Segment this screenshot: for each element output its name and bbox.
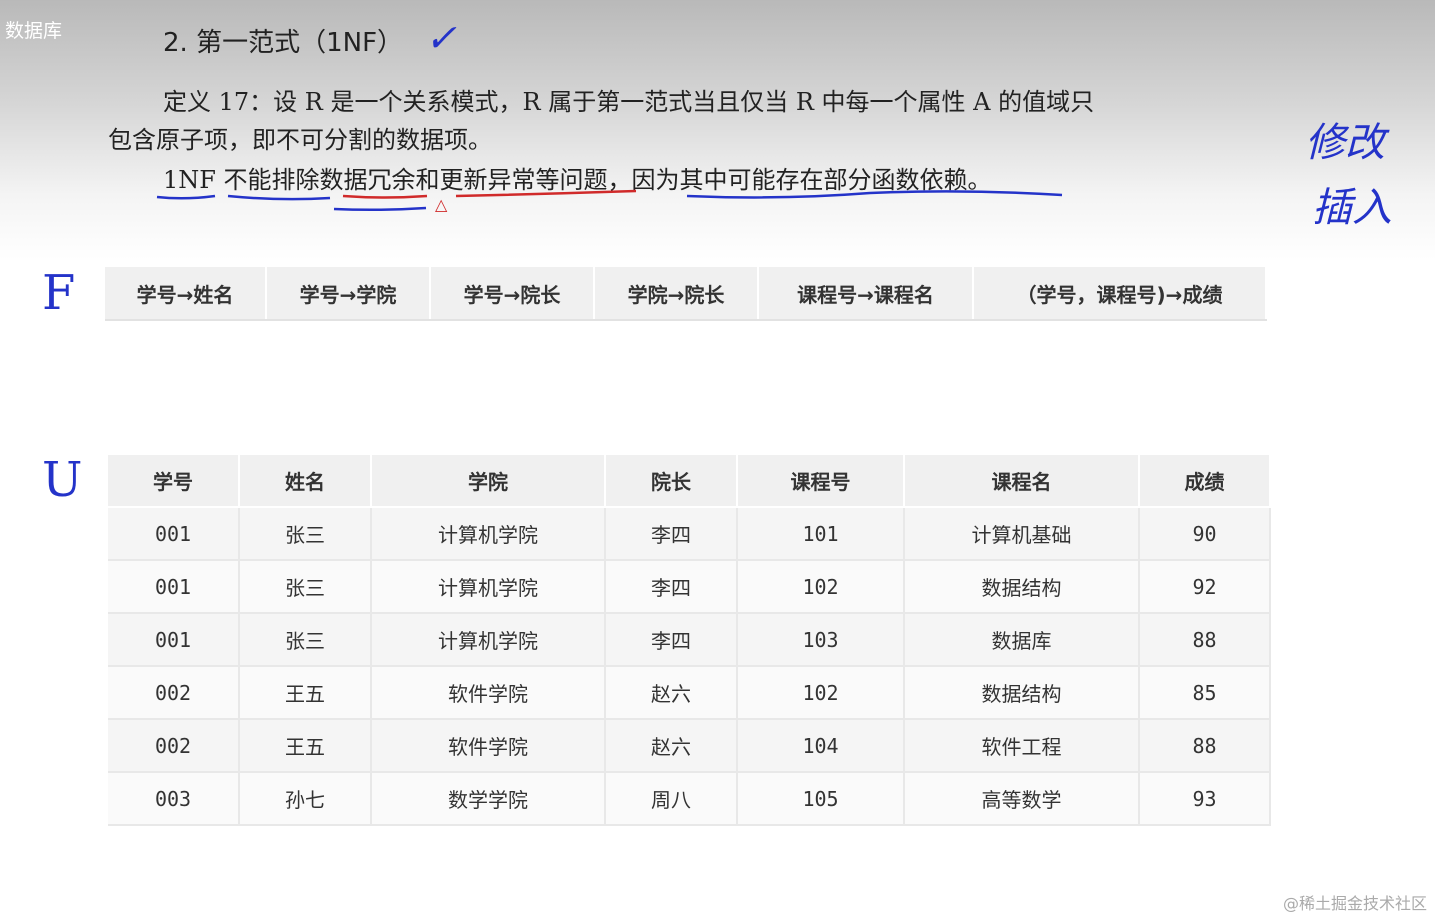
table-cell: 002 [108, 666, 240, 720]
table-cell: 数据结构 [904, 560, 1140, 614]
table-cell: 王五 [239, 719, 372, 773]
table-cell: 赵六 [605, 719, 738, 773]
table-cell: 103 [737, 613, 905, 667]
check-mark-icon: ✓ [425, 16, 457, 60]
table-cell: 李四 [605, 507, 738, 561]
fd-cell: 学号→学院 [266, 267, 431, 321]
table-cell: 001 [108, 613, 240, 667]
table-cell: 李四 [605, 613, 738, 667]
table-row: 002 王五 软件学院 赵六 102 数据结构 85 [108, 666, 1271, 720]
table-row: 003 孙七 数学学院 周八 105 高等数学 93 [108, 772, 1271, 826]
student-course-table: 学号 姓名 学院 院长 课程号 课程名 成绩 001 张三 计算机学院 李四 101 计算… [108, 455, 1271, 826]
fd-cell: 课程号→课程名 [758, 267, 974, 321]
table-row: 002 王五 软件学院 赵六 104 软件工程 88 [108, 719, 1271, 773]
functional-dependency-table: 学号→姓名 学号→学院 学号→院长 学院→院长 课程号→课程名 （学号，课程号)… [105, 267, 1267, 321]
table-cell: 周八 [605, 772, 738, 826]
handwritten-label-u: U [42, 452, 83, 508]
definition-line-2: 包含原子项，即不可分割的数据项。 [108, 126, 492, 154]
table-row: 001 张三 计算机学院 李四 102 数据结构 92 [108, 560, 1271, 614]
table-cell: 93 [1139, 772, 1271, 826]
table-cell: 赵六 [605, 666, 738, 720]
table-cell: 105 [737, 772, 905, 826]
table-cell: 王五 [239, 666, 372, 720]
table-cell: 85 [1139, 666, 1271, 720]
column-header: 课程号 [737, 455, 905, 508]
table-cell: 李四 [605, 560, 738, 614]
table-cell: 高等数学 [904, 772, 1140, 826]
fd-cell: 学号→院长 [430, 267, 595, 321]
table-cell: 102 [737, 560, 905, 614]
table-row: 001 张三 计算机学院 李四 101 计算机基础 90 [108, 507, 1271, 561]
watermark: @稀土掘金技术社区 [1282, 894, 1427, 913]
table-cell: 计算机基础 [904, 507, 1140, 561]
column-header: 学号 [108, 455, 240, 508]
table-cell: 90 [1139, 507, 1271, 561]
table-cell: 计算机学院 [371, 507, 606, 561]
table-cell: 数学学院 [371, 772, 606, 826]
definition-line-1: 定义 17：设 R 是一个关系模式，R 属于第一范式当且仅当 R 中每一个属性 … [163, 88, 1095, 116]
table-cell: 88 [1139, 613, 1271, 667]
triangle-mark: △ [435, 195, 448, 214]
table-cell: 数据结构 [904, 666, 1140, 720]
table-cell: 001 [108, 560, 240, 614]
fd-cell: 学号→姓名 [105, 267, 267, 321]
table-cell: 88 [1139, 719, 1271, 773]
section-title: 2. 第一范式（1NF） [163, 28, 404, 58]
column-header: 成绩 [1139, 455, 1271, 508]
table-cell: 计算机学院 [371, 613, 606, 667]
handwritten-label-f: F [42, 265, 76, 321]
table-cell: 003 [108, 772, 240, 826]
table-row: 学号→姓名 学号→学院 学号→院长 学院→院长 课程号→课程名 （学号，课程号)… [105, 267, 1267, 321]
table-header-row: 学号 姓名 学院 院长 课程号 课程名 成绩 [108, 455, 1271, 508]
handwritten-note-insert: 插入 [1312, 185, 1392, 231]
column-header: 学院 [371, 455, 606, 508]
note-line: 1NF 不能排除数据冗余和更新异常等问题，因为其中可能存在部分函数依赖。 [163, 166, 992, 194]
slide-header-gradient [0, 0, 1435, 260]
table-cell: 软件学院 [371, 719, 606, 773]
table-cell: 数据库 [904, 613, 1140, 667]
handwritten-underlines [156, 189, 1063, 212]
column-header: 院长 [605, 455, 738, 508]
table-cell: 104 [737, 719, 905, 773]
table-cell: 101 [737, 507, 905, 561]
table-cell: 软件学院 [371, 666, 606, 720]
table-cell: 张三 [239, 613, 372, 667]
handwritten-note-modify: 修改 [1305, 120, 1385, 166]
table-cell: 张三 [239, 560, 372, 614]
column-header: 姓名 [239, 455, 372, 508]
table-cell: 张三 [239, 507, 372, 561]
fd-cell: （学号，课程号)→成绩 [973, 267, 1267, 321]
table-cell: 计算机学院 [371, 560, 606, 614]
table-cell: 001 [108, 507, 240, 561]
table-cell: 002 [108, 719, 240, 773]
column-header: 课程名 [904, 455, 1140, 508]
table-cell: 软件工程 [904, 719, 1140, 773]
table-cell: 孙七 [239, 772, 372, 826]
fd-cell: 学院→院长 [594, 267, 759, 321]
table-cell: 102 [737, 666, 905, 720]
corner-label: 数据库 [5, 20, 63, 42]
table-row: 001 张三 计算机学院 李四 103 数据库 88 [108, 613, 1271, 667]
table-cell: 92 [1139, 560, 1271, 614]
